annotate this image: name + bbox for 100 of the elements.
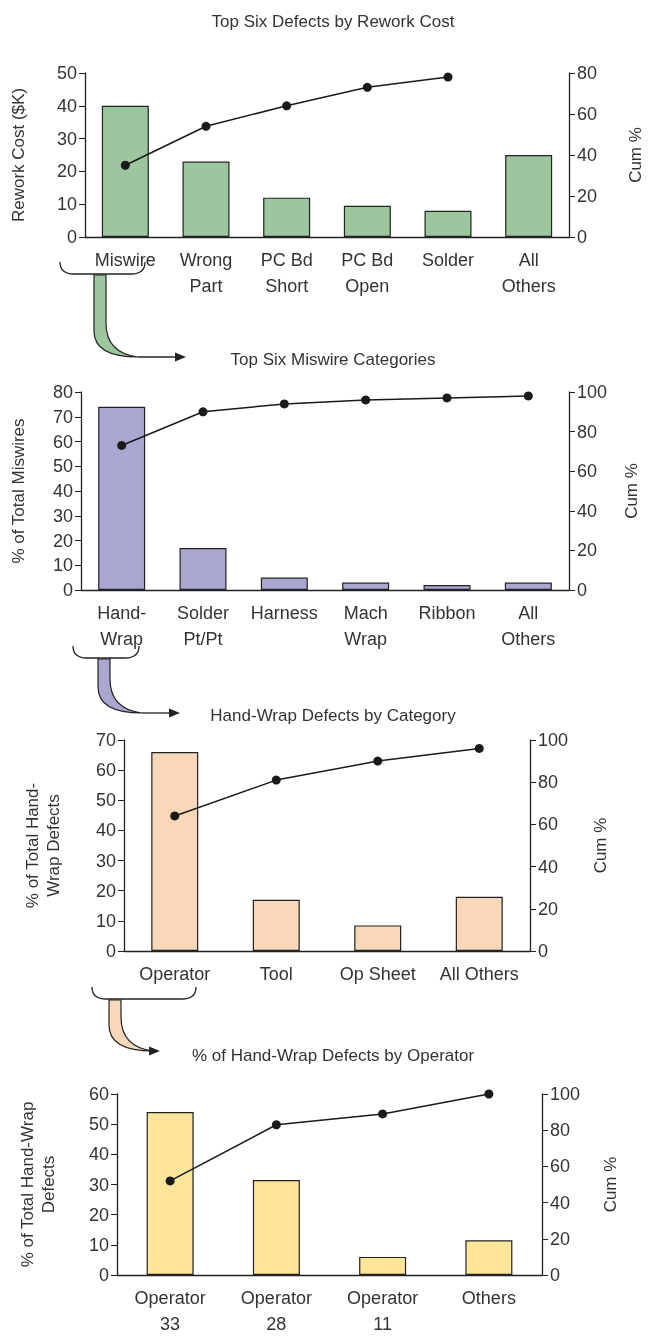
y-tick-label: 10 <box>88 1234 109 1255</box>
y-tick-label: 50 <box>56 63 77 83</box>
x-tick-label: Miswire <box>94 250 156 270</box>
point <box>442 393 452 403</box>
y-tick-label: 40 <box>56 95 77 116</box>
y2-tick-label: 40 <box>538 856 559 877</box>
x-tick-label: Operator <box>139 964 211 984</box>
y-tick-label: 40 <box>88 1144 109 1165</box>
y-tick-label: 80 <box>52 382 73 402</box>
y-tick-label: 20 <box>88 1204 109 1225</box>
point <box>201 121 211 131</box>
point <box>271 1120 281 1130</box>
x-tick-label: PC Bd Open <box>341 250 394 296</box>
x-tick-label: Tool <box>259 964 293 984</box>
y2-axis-title: Cum % <box>601 1156 620 1213</box>
chart-title: Hand-Wrap Defects by Category <box>210 706 457 725</box>
x-tick-label: Operator 28 <box>240 1288 312 1334</box>
chart-title: Top Six Defects by Rework Cost <box>211 12 455 31</box>
y-tick-label: 20 <box>52 530 73 551</box>
y-tick-label: 50 <box>52 456 73 477</box>
point <box>474 743 484 753</box>
y-axis-title: % of Total Hand-Wrap Defects <box>18 1101 58 1268</box>
x-tick-label: Op Sheet <box>339 964 416 984</box>
x-tick-label: All Others <box>439 964 519 984</box>
point <box>378 1109 388 1119</box>
y-tick-label: 0 <box>105 941 116 961</box>
point <box>443 72 453 82</box>
point <box>362 82 372 92</box>
y-axis-title: % of Total Hand- Wrap Defects <box>23 782 63 909</box>
y-tick-label: 0 <box>66 227 77 247</box>
y-tick-label: 60 <box>52 431 73 452</box>
y2-tick-label: 0 <box>550 1265 561 1285</box>
y2-tick-label: 40 <box>550 1192 571 1213</box>
y2-tick-label: 80 <box>577 63 598 83</box>
y2-tick-label: 20 <box>538 898 559 919</box>
y2-tick-label: 60 <box>550 1156 571 1177</box>
y2-tick-label: 80 <box>577 421 598 442</box>
y-tick-label: 50 <box>88 1114 109 1135</box>
y2-tick-label: 20 <box>550 1228 571 1249</box>
y-tick-label: 20 <box>95 880 116 901</box>
y-tick-label: 30 <box>88 1174 109 1195</box>
y-tick-label: 10 <box>52 555 73 576</box>
x-tick-label: Others <box>461 1288 516 1308</box>
point <box>198 407 208 417</box>
x-tick-label: All Others <box>501 250 556 296</box>
chart-title: % of Hand-Wrap Defects by Operator <box>191 1046 475 1065</box>
x-tick-label: Hand- Wrap <box>97 603 147 649</box>
point <box>170 811 180 821</box>
chart-title: Top Six Miswire Categories <box>230 350 436 369</box>
point <box>523 391 533 401</box>
point <box>373 756 383 766</box>
y2-tick-label: 60 <box>577 104 598 124</box>
point <box>279 399 289 409</box>
y2-tick-label: 80 <box>538 772 559 793</box>
point <box>120 160 130 170</box>
y2-axis-title: Cum % <box>622 463 641 519</box>
point <box>484 1089 494 1099</box>
y-tick-label: 0 <box>98 1265 109 1285</box>
y2-tick-label: 100 <box>577 382 608 402</box>
y2-tick-label: 0 <box>538 941 549 961</box>
point <box>282 101 292 111</box>
x-tick-label: Solder <box>421 250 475 270</box>
x-tick-label: All Others <box>501 603 556 649</box>
y2-tick-label: 40 <box>577 145 598 165</box>
y-tick-label: 10 <box>56 194 77 215</box>
point <box>271 775 281 785</box>
y2-tick-label: 80 <box>550 1120 571 1141</box>
y-tick-label: 40 <box>95 820 116 841</box>
x-tick-label: Solder Pt/Pt <box>176 603 230 649</box>
y-tick-label: 30 <box>95 850 116 871</box>
y2-tick-label: 100 <box>538 730 569 750</box>
y-axis-title: Rework Cost ($K) <box>9 87 28 223</box>
y-tick-label: 70 <box>52 406 73 427</box>
y2-axis-title: Cum % <box>626 127 645 183</box>
y2-tick-label: 20 <box>577 540 598 561</box>
y-axis-title: % of Total Miswires <box>9 418 28 564</box>
x-tick-label: Harness <box>250 603 318 623</box>
y-tick-label: 20 <box>56 161 77 182</box>
y2-tick-label: 0 <box>577 227 588 247</box>
y-tick-label: 70 <box>95 730 116 750</box>
x-tick-label: Operator 33 <box>134 1288 206 1334</box>
y2-tick-label: 20 <box>577 186 598 206</box>
y2-tick-label: 60 <box>577 461 598 482</box>
x-tick-label: Mach Wrap <box>343 603 388 649</box>
y-tick-label: 50 <box>95 790 116 811</box>
y2-tick-label: 60 <box>538 814 559 835</box>
y-tick-label: 60 <box>88 1084 109 1104</box>
x-tick-label: Ribbon <box>418 603 476 623</box>
y-tick-label: 40 <box>52 481 73 501</box>
x-tick-label: Wrong Part <box>179 250 233 296</box>
x-tick-label: Operator 11 <box>347 1288 419 1334</box>
point <box>361 395 371 405</box>
x-tick-label: PC Bd Short <box>260 250 313 296</box>
y2-tick-label: 40 <box>577 500 598 521</box>
y-tick-label: 10 <box>95 910 116 931</box>
y-tick-label: 60 <box>95 760 116 781</box>
point <box>165 1176 175 1186</box>
y-tick-label: 30 <box>52 505 73 526</box>
y-tick-label: 0 <box>62 580 73 600</box>
y2-axis-title: Cum % <box>591 817 610 874</box>
